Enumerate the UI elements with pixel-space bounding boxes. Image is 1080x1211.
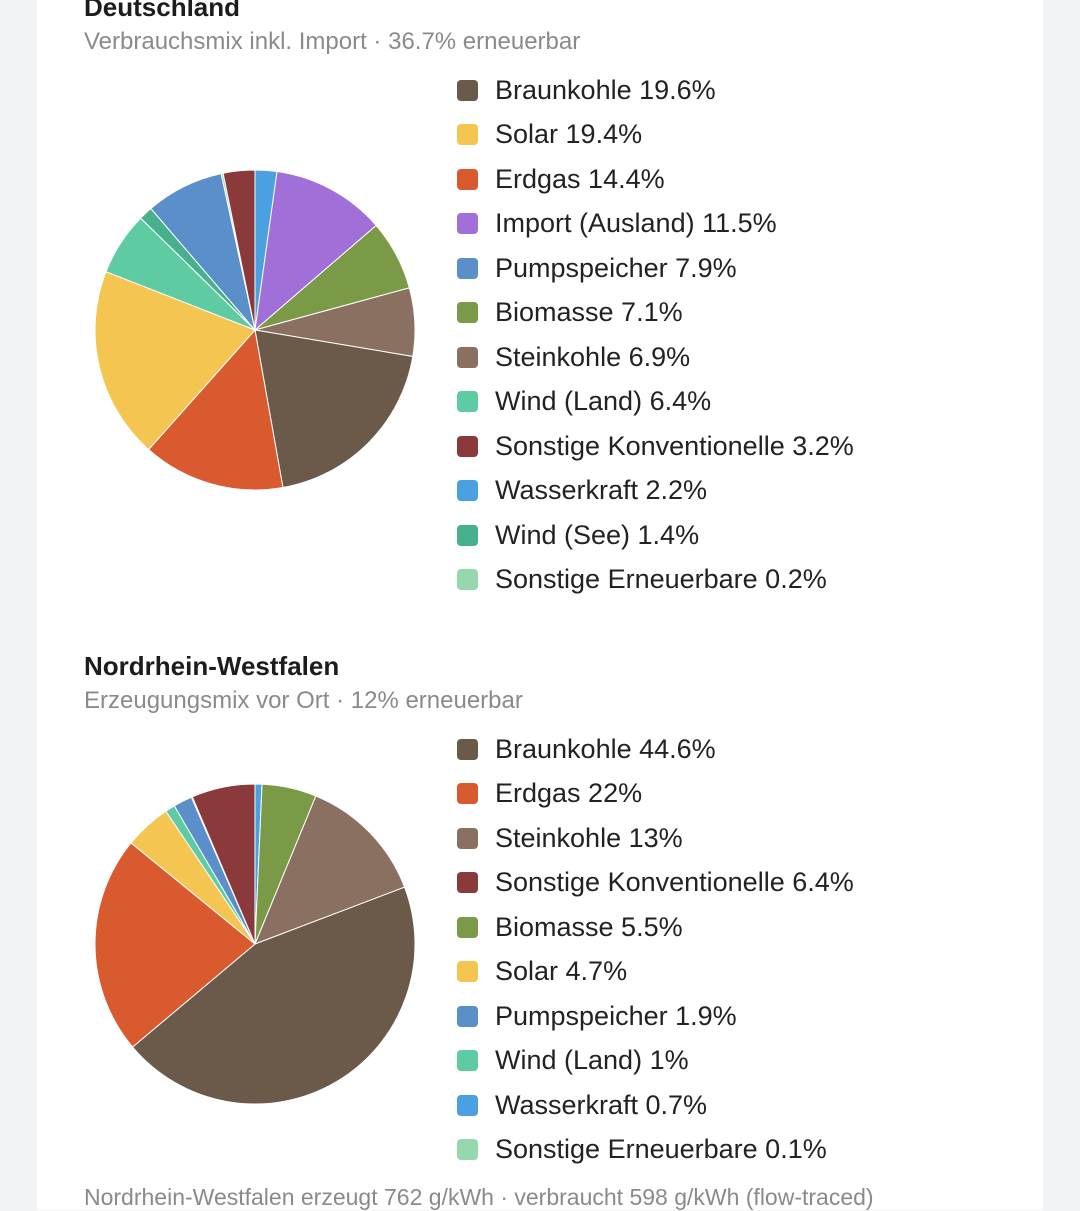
- legend-item-pumpspeicher: Pumpspeicher 7.9%: [457, 246, 854, 291]
- legend-item-biomasse: Biomasse 7.1%: [457, 291, 854, 336]
- legend-deutschland: Braunkohle 19.6% Solar 19.4% Erdgas 14.4% I…: [457, 68, 854, 602]
- legend-label: Pumpspeicher 7.9%: [495, 252, 737, 283]
- legend-label: Erdgas 22%: [495, 778, 643, 809]
- legend-label: Solar 19.4%: [495, 119, 643, 150]
- legend-item-steinkohle: Steinkohle 6.9%: [457, 335, 854, 380]
- legend-swatch: [457, 1094, 478, 1116]
- pie-slice-erdgas: [94, 842, 256, 1048]
- legend-swatch: [457, 124, 478, 146]
- chart-title-nrw: Nordrhein-Westfalen: [84, 651, 340, 681]
- legend-item-solar: Solar 19.4%: [457, 113, 854, 158]
- legend-swatch: [457, 168, 478, 190]
- legend-label: Wind (Land) 1%: [495, 1045, 689, 1076]
- pie-slice-braunkohle: [131, 886, 416, 1105]
- legend-label: Wasserkraft 0.7%: [495, 1089, 708, 1120]
- legend-swatch: [457, 79, 478, 101]
- legend-label: Wasserkraft 2.2%: [495, 475, 708, 506]
- legend-label: Braunkohle 44.6%: [495, 733, 716, 764]
- legend-label: Sonstige Konventionelle 3.2%: [495, 430, 854, 461]
- legend-item-wasserkraft: Wasserkraft 2.2%: [457, 469, 854, 514]
- legend-label: Import (Ausland) 11.5%: [495, 208, 777, 239]
- legend-swatch: [457, 961, 478, 983]
- legend-label: Steinkohle 13%: [495, 822, 683, 853]
- legend-swatch: [457, 872, 478, 894]
- legend-item-pumpspeicher: Pumpspeicher 1.9%: [457, 994, 854, 1039]
- legend-swatch: [457, 827, 478, 849]
- legend-label: Erdgas 14.4%: [495, 163, 665, 194]
- legend-item-steinkohle: Steinkohle 13%: [457, 816, 854, 861]
- legend-swatch: [457, 391, 478, 413]
- legend-label: Wind (Land) 6.4%: [495, 386, 712, 417]
- pie-slice-braunkohle: [254, 329, 414, 489]
- legend-swatch: [457, 1005, 478, 1027]
- legend-swatch: [457, 257, 478, 279]
- legend-swatch: [457, 916, 478, 938]
- legend-label: Sonstige Konventionelle 6.4%: [495, 867, 854, 898]
- legend-item-sonstige-erneuerbare: Sonstige Erneuerbare 0.2%: [457, 558, 854, 603]
- legend-label: Biomasse 7.1%: [495, 297, 683, 328]
- legend-label: Sonstige Erneuerbare 0.2%: [495, 564, 827, 595]
- legend-item-sonstige-konventionelle: Sonstige Konventionelle 6.4%: [457, 861, 854, 906]
- legend-swatch: [457, 213, 478, 235]
- legend-swatch: [457, 569, 478, 591]
- legend-item-wind-see: Wind (See) 1.4%: [457, 513, 854, 558]
- legend-label: Biomasse 5.5%: [495, 911, 683, 942]
- legend-swatch: [457, 1050, 478, 1072]
- pie-slice-import-ausland: [254, 170, 377, 332]
- pie-slice-erdgas: [147, 328, 284, 491]
- legend-nrw: Braunkohle 44.6% Erdgas 22% Steinkohle 13%…: [457, 727, 854, 1172]
- pie-slice-solar: [94, 271, 256, 451]
- legend-item-solar: Solar 4.7%: [457, 950, 854, 995]
- legend-label: Braunkohle 19.6%: [495, 74, 716, 105]
- pie-chart-nrw: [94, 783, 416, 1105]
- legend-swatch: [457, 738, 478, 760]
- legend-swatch: [457, 480, 478, 502]
- footer-note: Nordrhein-Westfalen erzeugt 762 g/kWh · …: [84, 1184, 874, 1210]
- chart-title-deutschland: Deutschland: [84, 0, 241, 22]
- chart-subtitle-deutschland: Verbrauchsmix inkl. Import · 36.7% erneu…: [84, 28, 581, 55]
- pie-slice-sonstige-konventionelle: [222, 169, 256, 331]
- legend-label: Sonstige Erneuerbare 0.1%: [495, 1134, 827, 1165]
- legend-item-braunkohle: Braunkohle 44.6%: [457, 727, 854, 772]
- legend-swatch: [457, 302, 478, 324]
- legend-label: Steinkohle 6.9%: [495, 341, 691, 372]
- legend-item-biomasse: Biomasse 5.5%: [457, 905, 854, 950]
- legend-swatch: [457, 346, 478, 368]
- legend-item-wasserkraft: Wasserkraft 0.7%: [457, 1083, 854, 1128]
- legend-swatch: [457, 1139, 478, 1161]
- pie-slice-steinkohle: [254, 795, 406, 945]
- pie-chart-deutschland: [94, 169, 416, 491]
- legend-item-wind-land: Wind (Land) 6.4%: [457, 380, 854, 425]
- legend-item-erdgas: Erdgas 22%: [457, 772, 854, 817]
- legend-label: Wind (See) 1.4%: [495, 519, 700, 550]
- legend-item-sonstige-erneuerbare: Sonstige Erneuerbare 0.1%: [457, 1128, 854, 1173]
- legend-label: Pumpspeicher 1.9%: [495, 1000, 737, 1031]
- pie-slice-sonstige-konventionelle: [191, 783, 256, 945]
- legend-swatch: [457, 783, 478, 805]
- legend-item-sonstige-konventionelle: Sonstige Konventionelle 3.2%: [457, 424, 854, 469]
- legend-swatch: [457, 435, 478, 457]
- legend-label: Solar 4.7%: [495, 956, 628, 987]
- legend-item-braunkohle: Braunkohle 19.6%: [457, 68, 854, 113]
- legend-item-erdgas: Erdgas 14.4%: [457, 157, 854, 202]
- legend-item-import-ausland: Import (Ausland) 11.5%: [457, 202, 854, 247]
- legend-item-wind-land: Wind (Land) 1%: [457, 1039, 854, 1084]
- legend-swatch: [457, 524, 478, 546]
- chart-subtitle-nrw: Erzeugungsmix vor Ort · 12% erneuerbar: [84, 687, 523, 714]
